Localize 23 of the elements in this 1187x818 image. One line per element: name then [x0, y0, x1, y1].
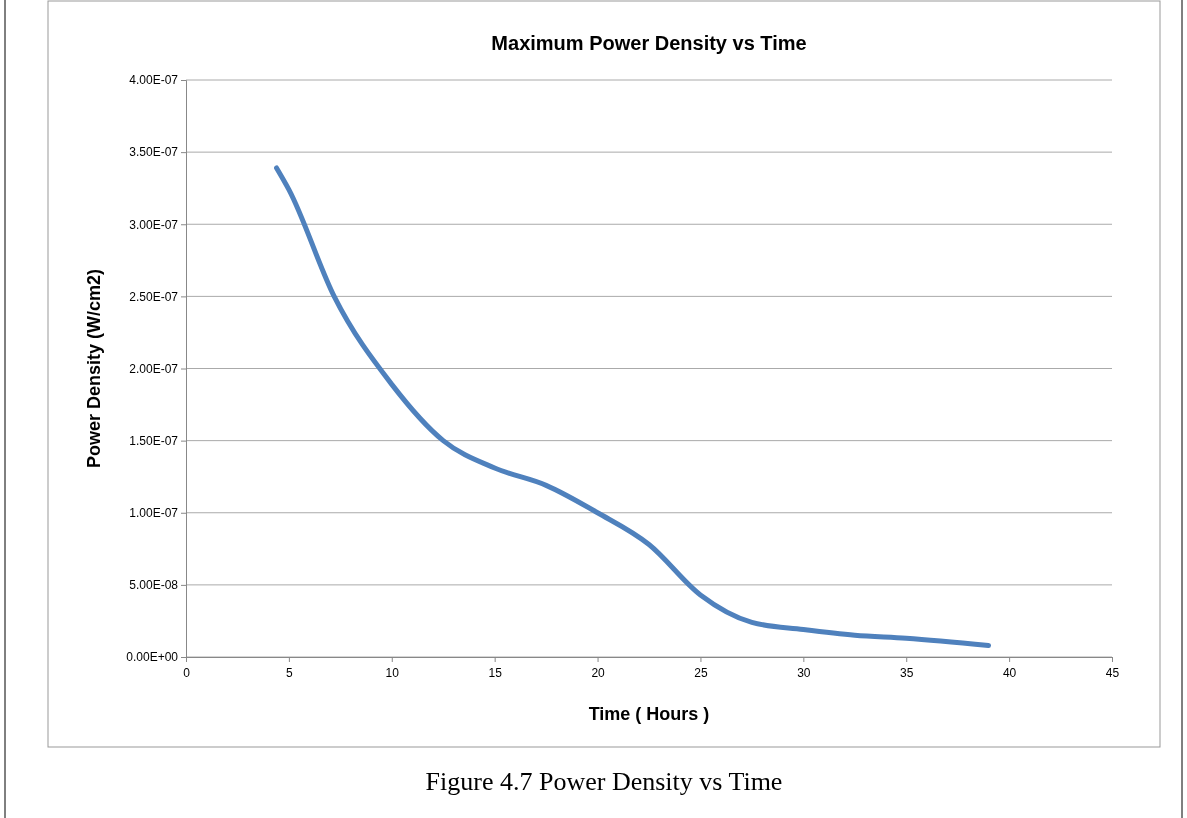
x-tick-label: 0 — [183, 666, 191, 680]
y-tick-label: 3.00E-07 — [129, 217, 179, 232]
x-tick-label: 15 — [488, 666, 503, 680]
y-tick-label: 3.50E-07 — [129, 145, 179, 160]
x-tick-label: 5 — [286, 666, 294, 680]
x-tick-label: 25 — [694, 666, 708, 680]
x-tick-label: 10 — [385, 666, 400, 680]
y-tick-label: 2.00E-07 — [129, 361, 179, 376]
y-tick-label: 1.50E-07 — [129, 433, 179, 448]
caption: Figure 4.7 Power Density vs Time — [425, 767, 783, 796]
y-axis-title: Power Density (W/cm2) — [84, 268, 104, 469]
x-tick-label: 35 — [900, 666, 914, 680]
y-tick-label: 5.00E-08 — [129, 578, 179, 593]
x-axis-title: Time ( Hours ) — [588, 704, 710, 724]
y-tick-label: 2.50E-07 — [129, 289, 179, 304]
y-tick-label: 4.00E-07 — [129, 73, 179, 88]
x-tick-label: 30 — [797, 666, 811, 680]
y-tick-label: 0.00E+00 — [126, 650, 179, 665]
y-tick-label: 1.00E-07 — [129, 506, 179, 521]
x-tick-label: 20 — [591, 666, 606, 680]
chart-title: Maximum Power Density vs Time — [491, 32, 807, 54]
x-tick-label: 40 — [1002, 666, 1017, 680]
x-tick-label: 45 — [1105, 666, 1120, 680]
